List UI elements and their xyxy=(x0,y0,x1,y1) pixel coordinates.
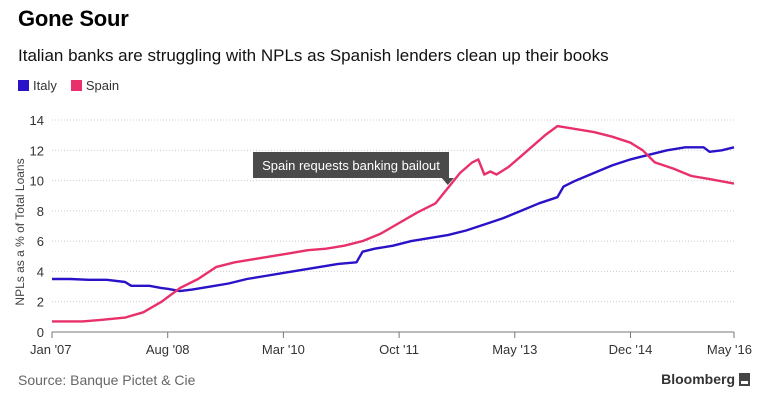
y-tick-label: 12 xyxy=(30,143,44,158)
annotation-box xyxy=(253,152,449,178)
legend: Italy Spain xyxy=(18,78,119,93)
y-axis-label: NPLs as a % of Total Loans xyxy=(13,158,27,305)
annotation-pointer xyxy=(441,178,454,185)
x-tick-label: Aug '08 xyxy=(146,342,190,357)
legend-label-spain: Spain xyxy=(85,78,120,93)
y-tick-label: 0 xyxy=(37,325,44,340)
y-tick-label: 10 xyxy=(30,174,44,189)
y-tick-label: 2 xyxy=(37,295,44,310)
series-line-spain xyxy=(52,124,735,323)
x-tick-label: Dec '14 xyxy=(609,342,653,357)
x-tick-label: May '16 xyxy=(707,342,752,357)
brand-logo: Bloomberg xyxy=(661,371,750,387)
chart-title: Gone Sour xyxy=(18,6,129,31)
y-tick-label: 6 xyxy=(37,234,44,249)
x-tick-label: May '13 xyxy=(492,342,537,357)
legend-item-spain: Spain xyxy=(70,78,120,93)
annotation-text: Spain requests banking bailout xyxy=(262,158,440,173)
y-tick-label: 14 xyxy=(30,113,44,128)
legend-swatch-italy xyxy=(18,80,29,91)
y-tick-label: 4 xyxy=(37,264,44,279)
chart-subtitle: Italian banks are struggling with NPLs a… xyxy=(18,46,609,65)
bloomberg-terminal-icon xyxy=(739,372,750,386)
brand-name: Bloomberg xyxy=(661,371,735,387)
x-tick-label: Mar '10 xyxy=(262,342,305,357)
legend-swatch-spain xyxy=(70,80,82,91)
y-tick-label: 8 xyxy=(37,204,44,219)
legend-label-italy: Italy xyxy=(33,78,57,93)
x-tick-label: Jan '07 xyxy=(30,342,72,357)
series-line-italy xyxy=(52,146,735,293)
source-note: Source: Banque Pictet & Cie xyxy=(18,372,196,388)
legend-item-italy: Italy xyxy=(18,78,57,93)
x-tick-label: Oct '11 xyxy=(379,342,419,357)
